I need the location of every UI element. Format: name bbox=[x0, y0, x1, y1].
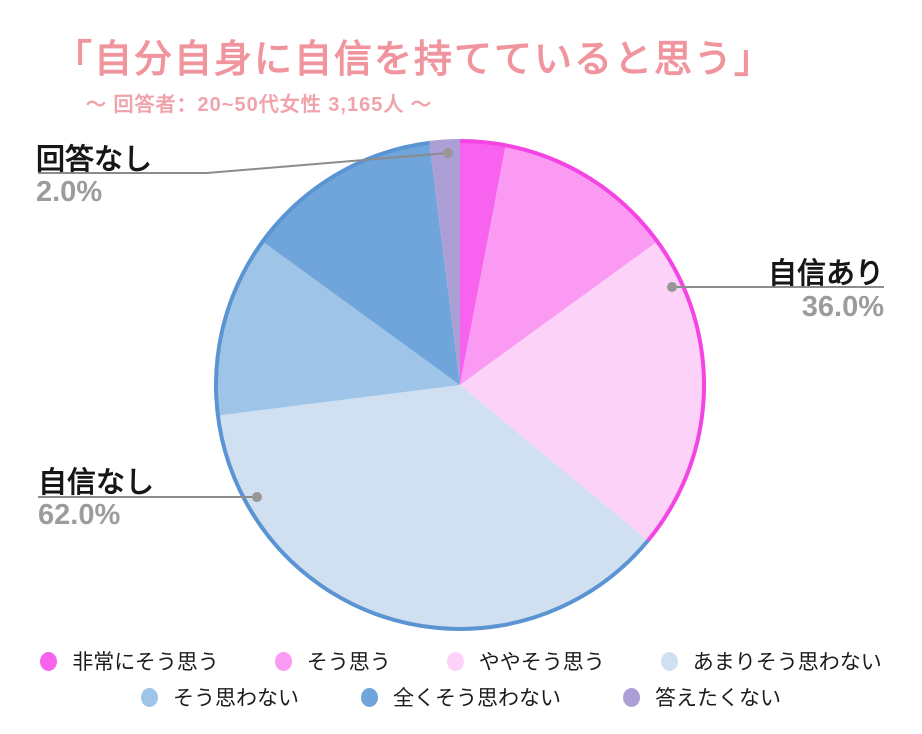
legend-dot-icon bbox=[623, 687, 640, 707]
legend-row-2: そう思わない 全くそう思わない 答えたくない bbox=[0, 682, 922, 712]
legend-item: 全くそう思わない bbox=[361, 682, 561, 712]
callout-confident-label: 自信あり bbox=[767, 258, 884, 290]
pie-rim-arc-1 bbox=[214, 140, 650, 631]
pie-segment-3 bbox=[216, 385, 649, 631]
legend-item: ややそう思う bbox=[446, 646, 605, 676]
leader-dot-notconfident bbox=[252, 492, 262, 502]
legend-label: 全くそう思わない bbox=[393, 687, 561, 710]
legend-dot-icon bbox=[274, 651, 292, 671]
callout-noanswer-label: 回答なし bbox=[36, 144, 153, 176]
legend-label: そう思わない bbox=[173, 687, 299, 710]
pie-segment-5 bbox=[261, 141, 460, 385]
leader-dots bbox=[252, 148, 677, 502]
legend-item: あまりそう思わない bbox=[660, 646, 882, 676]
leader-dot-noanswer bbox=[443, 148, 453, 158]
legend-item: そう思う bbox=[274, 646, 391, 676]
legend-dot-icon bbox=[446, 651, 464, 671]
pie-segment-2 bbox=[460, 240, 706, 542]
pie-rim-arcs bbox=[214, 138, 706, 631]
legend-dot-icon bbox=[660, 651, 678, 671]
callout-notconfident-label: 自信なし bbox=[38, 467, 155, 499]
legend-dot-icon bbox=[361, 687, 378, 707]
pie-segment-0 bbox=[460, 140, 506, 385]
callout-confident-pct: 36.0% bbox=[801, 291, 884, 323]
pie-segment-1 bbox=[460, 144, 659, 385]
leader-lines bbox=[38, 152, 884, 498]
pie-wedges bbox=[214, 140, 706, 631]
legend-dot-icon bbox=[141, 687, 158, 707]
legend-item: そう思わない bbox=[141, 682, 299, 712]
legend-label: ややそう思う bbox=[478, 651, 605, 674]
pie-rim-arc-0 bbox=[459, 139, 706, 542]
pie-segment-6 bbox=[429, 140, 460, 385]
leader-line-noanswer bbox=[38, 152, 449, 174]
legend-label: 非常にそう思う bbox=[72, 651, 219, 674]
callout-notconfident-pct: 62.0% bbox=[38, 499, 121, 531]
legend-label: 答えたくない bbox=[655, 687, 781, 710]
legend-row-1: 非常にそう思う そう思う ややそう思う あまりそう思わない bbox=[0, 646, 922, 676]
chart-title: 「自分自身に自信を持てていると思う」 bbox=[54, 39, 775, 81]
callout-noanswer-pct: 2.0% bbox=[36, 176, 103, 208]
leader-dot-confident bbox=[667, 282, 677, 292]
legend-item: 非常にそう思う bbox=[40, 646, 219, 676]
legend-dot-icon bbox=[40, 651, 58, 671]
legend-label: あまりそう思わない bbox=[692, 651, 882, 674]
chart-subtitle: ～ 回答者：20~50代女性 3,165人 ～ bbox=[86, 94, 432, 116]
pie-segment-4 bbox=[214, 240, 460, 416]
legend-label: そう思う bbox=[306, 651, 391, 674]
legend-item: 答えたくない bbox=[623, 682, 781, 712]
pie-rim-arc-2 bbox=[429, 138, 461, 145]
